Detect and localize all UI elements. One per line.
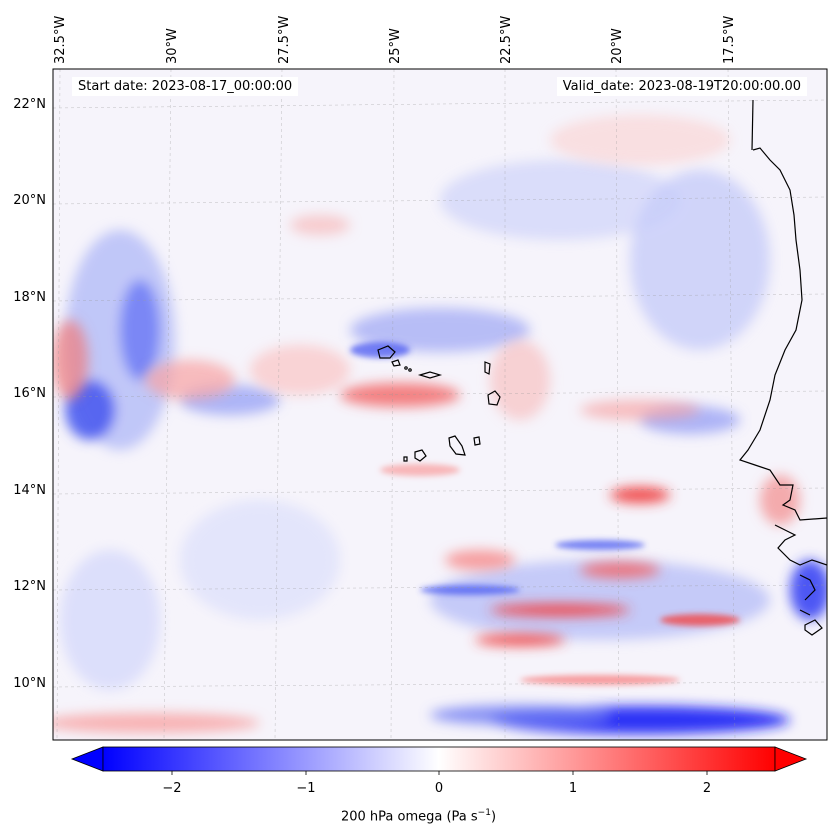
island-sao-nicolau — [417, 371, 443, 379]
lat-label-20n: 20°N — [13, 193, 46, 208]
colorbar-label-close: ) — [490, 809, 497, 825]
island-brava — [403, 456, 408, 462]
colorbar-label: 200 hPa omega (Pa s−1) — [0, 808, 837, 824]
colorbar-gradient — [102, 746, 776, 772]
map-gridlines — [53, 69, 827, 740]
island-sao-vicente — [391, 359, 401, 367]
omega-ascent-areas — [53, 115, 800, 733]
colorbar-label-exponent: −1 — [477, 808, 491, 818]
start-date-label: Start date: 2023-08-17_00:00:00 — [72, 77, 299, 96]
island-boa-vista — [487, 390, 501, 406]
island-fogo — [414, 449, 427, 462]
colorbar-extend-max — [774, 746, 808, 772]
valid-date-label: Valid_date: 2023-08-19T20:00:00.00 — [556, 77, 807, 96]
colorbar-tick-minus-1: −1 — [296, 781, 316, 796]
coastlines — [377, 99, 827, 636]
lat-label-12n: 12°N — [13, 579, 46, 594]
lat-label-22n: 22°N — [13, 97, 46, 112]
island-sal — [484, 361, 491, 375]
island-santiago — [448, 435, 466, 456]
lat-label-14n: 14°N — [13, 483, 46, 498]
map-frame — [52, 68, 828, 741]
africa-coastline — [738, 147, 827, 636]
africa-coast-north — [751, 99, 754, 151]
colorbar-ticks — [171, 771, 708, 775]
lat-label-18n: 18°N — [13, 290, 46, 305]
lat-label-16n: 16°N — [13, 386, 46, 401]
island-santa-luzia — [404, 366, 408, 370]
colorbar-label-text: 200 hPa omega (Pa s — [340, 809, 478, 825]
colorbar-tick-2: 2 — [702, 781, 712, 796]
colorbar — [70, 746, 808, 775]
colorbar-tick-0: 0 — [434, 781, 444, 796]
island-ilheu — [408, 368, 412, 372]
omega-field — [53, 69, 827, 740]
colorbar-tick-minus-2: −2 — [162, 781, 182, 796]
island-maio — [473, 436, 481, 446]
colorbar-extend-min — [70, 746, 104, 772]
island-santo-antao — [377, 345, 396, 359]
colorbar-tick-1: 1 — [568, 781, 578, 796]
lat-label-10n: 10°N — [13, 676, 46, 691]
